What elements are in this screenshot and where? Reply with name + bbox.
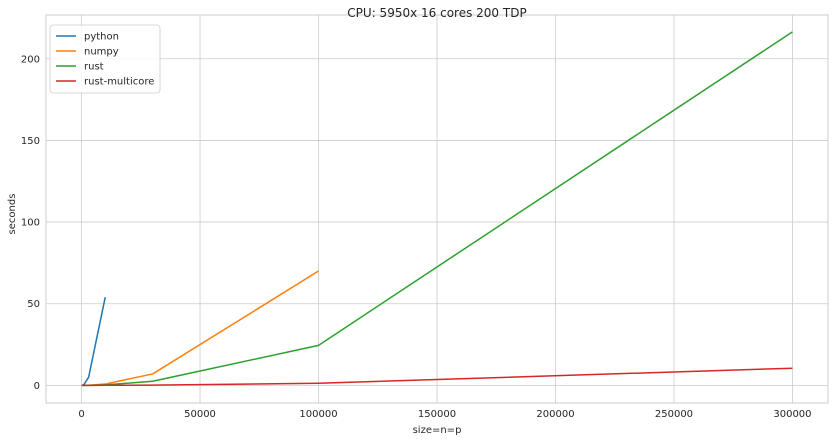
y-tick-label: 50 bbox=[27, 299, 40, 310]
x-tick-labels: 0 50000 100000 150000 200000 250000 300000 bbox=[78, 409, 811, 420]
series-lines bbox=[81, 31, 793, 387]
legend-label-rust: rust bbox=[84, 62, 104, 73]
x-tick-label: 200000 bbox=[536, 409, 574, 420]
y-tick-label: 100 bbox=[21, 218, 40, 229]
x-tick-label: 300000 bbox=[773, 409, 811, 420]
legend-items: python numpy rust rust-multicore bbox=[56, 32, 154, 88]
chart-title: CPU: 5950x 16 cores 200 TDP bbox=[347, 6, 526, 20]
y-tick-label: 150 bbox=[21, 136, 40, 147]
legend-label-rust-multicore: rust-multicore bbox=[84, 77, 154, 88]
y-tick-label: 200 bbox=[21, 54, 40, 65]
legend-label-numpy: numpy bbox=[84, 47, 119, 58]
x-tick-label: 100000 bbox=[299, 409, 337, 420]
x-tick-label: 150000 bbox=[418, 409, 456, 420]
y-tick-labels: 0 50 100 150 200 bbox=[21, 54, 40, 392]
y-axis-label: seconds bbox=[7, 194, 18, 235]
plot-frame bbox=[45, 14, 829, 404]
series-line-python bbox=[81, 297, 106, 387]
legend: python numpy rust rust-multicore bbox=[49, 24, 161, 94]
x-tick-label: 250000 bbox=[655, 409, 693, 420]
grid bbox=[46, 15, 828, 403]
series-line-rust-multicore bbox=[81, 367, 793, 387]
y-tick-label: 0 bbox=[34, 381, 40, 392]
x-axis-label: size=n=p bbox=[413, 425, 462, 436]
x-tick-label: 50000 bbox=[184, 409, 216, 420]
x-tick-label: 0 bbox=[78, 409, 84, 420]
legend-label-python: python bbox=[84, 32, 119, 43]
legend-box bbox=[49, 24, 161, 94]
